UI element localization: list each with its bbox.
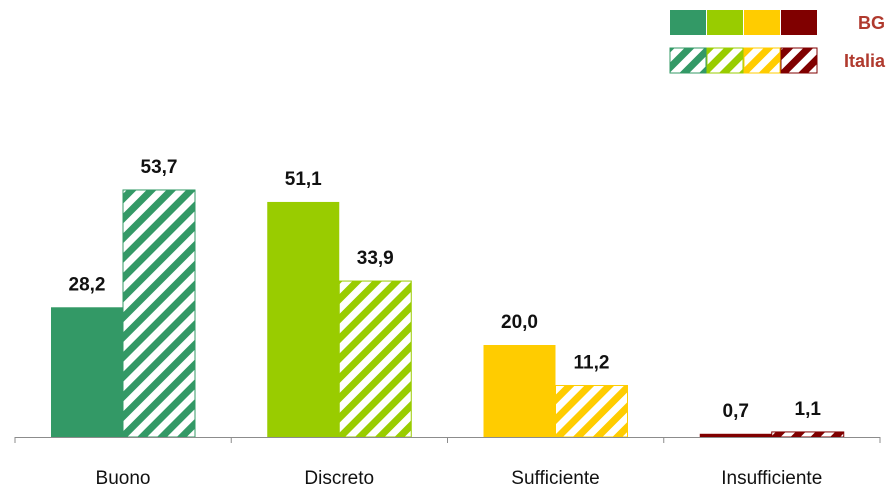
legend-swatch bbox=[706, 47, 744, 74]
value-label-insufficiente-bg: 0,7 bbox=[723, 401, 749, 422]
value-label-discreto-italia: 33,9 bbox=[357, 248, 394, 269]
bar-buono-bg bbox=[51, 307, 123, 437]
value-label-insufficiente-italia: 1,1 bbox=[795, 399, 822, 420]
bar-buono-italia bbox=[122, 189, 196, 438]
legend-swatch bbox=[780, 47, 818, 74]
bar-discreto-bg bbox=[267, 201, 340, 437]
legend-swatch bbox=[743, 47, 781, 74]
value-labels-group: 28,2 53,7 51,1 33,9 20,0 11,2 0,7 1,1 bbox=[69, 157, 822, 422]
category-label-buono: Buono bbox=[96, 468, 151, 488]
bar-sufficiente-italia bbox=[555, 384, 628, 438]
x-axis-ticks bbox=[14, 437, 881, 443]
legend-swatch bbox=[744, 10, 780, 35]
legend-label-italia: Italia bbox=[844, 51, 886, 71]
legend: BG Italia bbox=[669, 10, 886, 74]
value-label-sufficiente-italia: 11,2 bbox=[574, 352, 610, 373]
value-label-discreto-bg: 51,1 bbox=[285, 169, 322, 190]
legend-entry-italia: Italia bbox=[669, 47, 886, 74]
value-label-sufficiente-bg: 20,0 bbox=[501, 312, 538, 333]
category-label-discreto: Discreto bbox=[304, 468, 374, 488]
bar-sufficiente-bg bbox=[483, 345, 556, 437]
category-labels-group: Buono Discreto Sufficiente Insufficiente bbox=[96, 468, 823, 488]
legend-swatch bbox=[670, 10, 706, 35]
legend-entry-bg: BG bbox=[670, 10, 885, 35]
legend-swatch bbox=[781, 10, 817, 35]
category-label-sufficiente: Sufficiente bbox=[511, 468, 599, 488]
legend-swatch bbox=[707, 10, 743, 35]
bars-group bbox=[51, 189, 845, 438]
legend-label-bg: BG bbox=[858, 13, 885, 33]
bar-insufficiente-italia bbox=[771, 431, 845, 438]
value-label-buono-italia: 53,7 bbox=[141, 157, 178, 178]
value-label-buono-bg: 28,2 bbox=[69, 274, 106, 295]
legend-swatch bbox=[669, 47, 707, 74]
category-label-insufficiente: Insufficiente bbox=[721, 468, 822, 488]
bar-discreto-italia bbox=[338, 280, 412, 438]
bar-insufficiente-bg bbox=[699, 433, 772, 437]
